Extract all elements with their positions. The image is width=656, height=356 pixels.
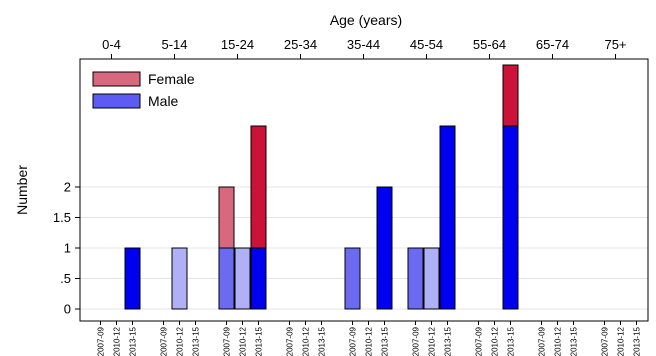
bar-male [171,247,188,310]
period-label: 2013-15 [381,326,390,356]
period-label: 2010-12 [239,326,248,356]
bar-male [218,247,235,310]
period-label: 2007-09 [349,326,358,356]
legend: Female Male [92,71,195,109]
period-label: 2010-12 [428,326,437,356]
y-tick-label: .5 [60,271,71,286]
period-label: 2007-09 [160,326,169,356]
period-label: 2013-15 [633,326,642,356]
age-group-label: 55-64 [473,37,506,52]
bar-male [407,247,424,310]
age-group-label: 35-44 [347,37,380,52]
bar-male [502,125,519,310]
bar-male [124,247,141,310]
period-label: 2007-09 [286,326,295,356]
x-axis: 2007-09 2010-12 2013-15 2007-09 2010-12 2013-… [97,321,642,356]
top-axis-title: Age (years) [330,12,402,28]
period-label: 2007-09 [538,326,547,356]
period-label: 2010-12 [617,326,626,356]
bar-male [234,247,251,310]
y-tick-label: 1.5 [53,210,71,225]
bar-female [250,125,267,249]
age-group-label: 5-14 [161,37,187,52]
period-label: 2010-12 [554,326,563,356]
period-label: 2013-15 [255,326,264,356]
age-group-label: 45-54 [410,37,443,52]
period-label: 2010-12 [176,326,185,356]
age-group-label: 15-24 [221,37,254,52]
bar-male [344,247,361,310]
bar-male [439,125,456,310]
age-group-axis: 0-4 5-14 15-24 25-34 35-44 45-54 55-64 65-74 75+ [102,37,627,59]
period-label: 2013-15 [570,326,579,356]
legend-swatch-male [92,93,141,109]
y-axis: 0 .5 1 1.5 2 [53,180,80,317]
period-label: 2007-09 [475,326,484,356]
age-group-label: 0-4 [102,37,121,52]
period-label: 2013-15 [129,326,138,356]
y-tick-label: 1 [64,241,71,256]
bar-female [218,186,235,249]
y-axis-title: Number [14,165,30,215]
age-group-label: 65-74 [536,37,569,52]
age-group-label: 75+ [604,37,626,52]
bar-male [250,247,267,310]
bars [124,64,519,310]
y-tick-label: 0 [64,302,71,317]
legend-swatch-female [92,71,141,87]
legend-label-male: Male [148,93,179,109]
legend-label-female: Female [148,71,195,87]
period-label: 2013-15 [444,326,453,356]
bar-male [376,186,393,310]
y-tick-label: 2 [64,180,71,195]
period-label: 2007-09 [601,326,610,356]
period-label: 2007-09 [97,326,106,356]
period-label: 2010-12 [113,326,122,356]
period-label: 2010-12 [302,326,311,356]
period-label: 2010-12 [365,326,374,356]
bar-male [423,247,440,310]
period-label: 2013-15 [192,326,201,356]
period-label: 2007-09 [412,326,421,356]
period-label: 2010-12 [491,326,500,356]
period-label: 2013-15 [318,326,327,356]
period-label: 2007-09 [223,326,232,356]
bar-female [502,64,519,127]
period-label: 2013-15 [507,326,516,356]
age-group-label: 25-34 [284,37,317,52]
